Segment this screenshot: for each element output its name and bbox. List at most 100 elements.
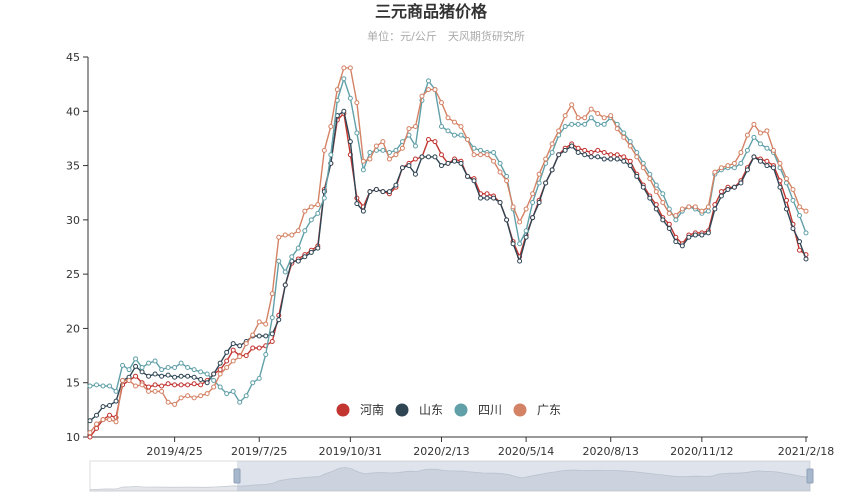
data-point bbox=[425, 78, 431, 84]
data-point bbox=[295, 258, 301, 264]
data-point bbox=[432, 87, 438, 93]
data-point bbox=[107, 403, 113, 409]
y-tick-label: 20 bbox=[66, 322, 80, 335]
data-point bbox=[334, 87, 340, 93]
data-point bbox=[673, 213, 679, 219]
series-line-2 bbox=[89, 76, 807, 404]
data-point bbox=[438, 163, 444, 169]
data-point bbox=[282, 282, 288, 288]
data-point bbox=[478, 152, 484, 158]
data-point bbox=[113, 419, 119, 425]
zoom-preview-area bbox=[89, 467, 811, 492]
x-tick-label: 2020/5/14 bbox=[498, 445, 554, 458]
data-point bbox=[360, 167, 366, 173]
data-point bbox=[367, 156, 373, 162]
data-point bbox=[198, 369, 204, 375]
data-point bbox=[100, 383, 106, 389]
data-point bbox=[601, 156, 607, 162]
data-point bbox=[412, 123, 418, 129]
data-point bbox=[744, 167, 750, 173]
data-point bbox=[718, 189, 724, 195]
data-point bbox=[575, 115, 581, 121]
data-point bbox=[510, 204, 516, 210]
legend-item-3[interactable]: 广东 bbox=[513, 403, 562, 417]
legend-item-2[interactable]: 四川 bbox=[454, 403, 503, 417]
zoom-handle-left[interactable] bbox=[233, 468, 241, 484]
data-point bbox=[471, 145, 477, 151]
data-point bbox=[562, 113, 568, 119]
data-point bbox=[172, 374, 178, 380]
data-point bbox=[308, 249, 314, 255]
data-point bbox=[243, 353, 249, 359]
data-point bbox=[295, 228, 301, 234]
data-point bbox=[666, 226, 672, 232]
data-point bbox=[204, 380, 210, 386]
data-point bbox=[315, 210, 321, 216]
data-point bbox=[263, 321, 269, 327]
data-point bbox=[653, 182, 659, 188]
data-point bbox=[165, 381, 171, 387]
data-point bbox=[562, 123, 568, 129]
data-point bbox=[445, 160, 451, 166]
data-point bbox=[399, 165, 405, 171]
data-point bbox=[627, 158, 633, 164]
data-point bbox=[484, 195, 490, 201]
data-point bbox=[191, 395, 197, 401]
data-point bbox=[126, 367, 132, 373]
data-point bbox=[425, 137, 431, 143]
series-line-1 bbox=[89, 110, 807, 422]
data-point bbox=[100, 404, 106, 410]
data-point bbox=[243, 341, 249, 347]
data-point bbox=[321, 195, 327, 201]
data-point bbox=[608, 156, 614, 162]
data-point bbox=[621, 158, 627, 164]
data-point bbox=[575, 150, 581, 156]
data-point bbox=[718, 193, 724, 199]
data-point bbox=[582, 115, 588, 121]
data-point bbox=[471, 152, 477, 158]
data-point bbox=[614, 156, 620, 162]
data-point bbox=[497, 169, 503, 175]
data-point bbox=[185, 382, 191, 388]
data-point bbox=[445, 128, 451, 134]
data-point bbox=[412, 171, 418, 177]
data-point bbox=[354, 100, 360, 106]
legend-item-0[interactable]: 河南 bbox=[336, 402, 385, 417]
data-point bbox=[269, 291, 275, 297]
data-point bbox=[705, 208, 711, 214]
data-point bbox=[673, 217, 679, 223]
data-point bbox=[562, 147, 568, 153]
chart-subtitle: 单位：元/公斤 天风期货研究所 bbox=[367, 29, 525, 43]
data-point bbox=[452, 119, 458, 125]
data-point bbox=[478, 195, 484, 201]
data-point bbox=[543, 180, 549, 186]
data-point bbox=[263, 333, 269, 339]
x-tick-label: 2019/7/25 bbox=[231, 445, 287, 458]
data-point bbox=[217, 367, 223, 373]
data-point bbox=[152, 371, 158, 377]
data-point bbox=[744, 132, 750, 138]
data-point bbox=[347, 65, 353, 71]
data-point bbox=[543, 156, 549, 162]
zoom-handle-right[interactable] bbox=[806, 468, 814, 484]
data-point bbox=[614, 152, 620, 158]
legend[interactable]: 河南 山东 四川 广东 bbox=[336, 402, 562, 417]
data-point bbox=[406, 126, 412, 132]
legend-item-1[interactable]: 山东 bbox=[395, 403, 444, 417]
data-point bbox=[211, 378, 217, 384]
data-point bbox=[347, 95, 353, 101]
data-point bbox=[764, 158, 770, 164]
data-point bbox=[556, 152, 562, 158]
data-point bbox=[803, 256, 809, 262]
data-point bbox=[471, 178, 477, 184]
data-point bbox=[783, 206, 789, 212]
data-zoom-slider[interactable] bbox=[89, 460, 814, 492]
data-point bbox=[627, 163, 633, 169]
data-point bbox=[152, 382, 158, 388]
data-point bbox=[608, 113, 614, 119]
data-point bbox=[452, 132, 458, 138]
data-point bbox=[517, 258, 523, 264]
data-point bbox=[211, 371, 217, 377]
data-point bbox=[725, 163, 731, 169]
data-point bbox=[497, 160, 503, 166]
